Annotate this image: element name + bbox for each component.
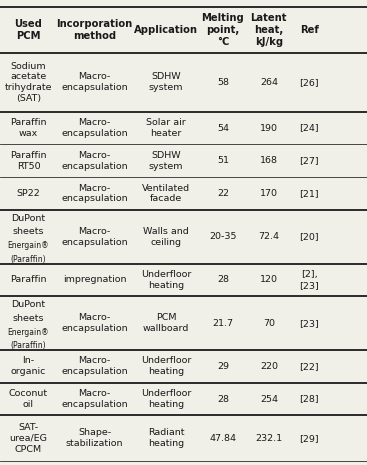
- Text: [22]: [22]: [299, 362, 319, 371]
- Text: [23]: [23]: [299, 319, 319, 328]
- Text: 264: 264: [260, 78, 278, 87]
- Text: 22: 22: [217, 189, 229, 198]
- Text: 170: 170: [260, 189, 278, 198]
- Text: [27]: [27]: [299, 156, 319, 166]
- Text: Melting
point,
°C: Melting point, °C: [201, 13, 244, 47]
- Text: Energain®: Energain®: [8, 241, 49, 250]
- Text: Macro-
encapsulation: Macro- encapsulation: [61, 389, 128, 409]
- Text: Paraffin
wax: Paraffin wax: [10, 118, 47, 138]
- Text: 168: 168: [260, 156, 278, 166]
- Text: [26]: [26]: [299, 78, 319, 87]
- Text: 190: 190: [260, 124, 278, 133]
- Text: 254: 254: [260, 395, 278, 404]
- Text: 28: 28: [217, 395, 229, 404]
- Text: Sodium
acetate
trihydrate
(SAT): Sodium acetate trihydrate (SAT): [5, 62, 52, 103]
- Text: 54: 54: [217, 124, 229, 133]
- Text: DuPont: DuPont: [11, 213, 46, 223]
- Text: 29: 29: [217, 362, 229, 371]
- Text: Macro-
encapsulation: Macro- encapsulation: [61, 184, 128, 203]
- Text: Latent
heat,
kJ/kg: Latent heat, kJ/kg: [251, 13, 287, 47]
- Text: Underfloor
heating: Underfloor heating: [141, 357, 191, 376]
- Text: Radiant
heating: Radiant heating: [148, 428, 184, 448]
- Text: Macro-
encapsulation: Macro- encapsulation: [61, 227, 128, 246]
- Text: SP22: SP22: [17, 189, 40, 198]
- Text: Used
PCM: Used PCM: [15, 19, 42, 41]
- Text: [21]: [21]: [299, 189, 319, 198]
- Text: [24]: [24]: [299, 124, 319, 133]
- Text: 120: 120: [260, 275, 278, 285]
- Text: [28]: [28]: [299, 395, 319, 404]
- Text: sheets: sheets: [13, 227, 44, 236]
- Text: 51: 51: [217, 156, 229, 166]
- Text: Incorporation
method: Incorporation method: [57, 19, 132, 41]
- Text: Solar air
heater: Solar air heater: [146, 118, 186, 138]
- Text: SDHW
system: SDHW system: [149, 73, 184, 92]
- Text: 70: 70: [263, 319, 275, 328]
- Text: Walls and
ceiling: Walls and ceiling: [143, 227, 189, 246]
- Text: Shape-
stabilization: Shape- stabilization: [66, 428, 123, 448]
- Text: 58: 58: [217, 78, 229, 87]
- Text: Macro-
encapsulation: Macro- encapsulation: [61, 313, 128, 333]
- Text: Macro-
encapsulation: Macro- encapsulation: [61, 151, 128, 171]
- Text: sheets: sheets: [13, 314, 44, 323]
- Text: 20-35: 20-35: [209, 232, 237, 241]
- Text: [29]: [29]: [299, 434, 319, 443]
- Text: 220: 220: [260, 362, 278, 371]
- Text: (Paraffin): (Paraffin): [11, 341, 46, 350]
- Text: Paraffin
RT50: Paraffin RT50: [10, 151, 47, 171]
- Text: SDHW
system: SDHW system: [149, 151, 184, 171]
- Text: 72.4: 72.4: [258, 232, 279, 241]
- Text: 28: 28: [217, 275, 229, 285]
- Text: DuPont: DuPont: [11, 300, 46, 309]
- Text: Energain®: Energain®: [8, 328, 49, 337]
- Text: SAT-
urea/EG
CPCM: SAT- urea/EG CPCM: [10, 423, 47, 454]
- Text: [20]: [20]: [299, 232, 319, 241]
- Text: Underfloor
heating: Underfloor heating: [141, 389, 191, 409]
- Text: Paraffin: Paraffin: [10, 275, 47, 285]
- Text: impregnation: impregnation: [63, 275, 126, 285]
- Text: Coconut
oil: Coconut oil: [9, 389, 48, 409]
- Text: In-
organic: In- organic: [11, 357, 46, 376]
- Text: 21.7: 21.7: [212, 319, 233, 328]
- Text: 232.1: 232.1: [255, 434, 282, 443]
- Text: (Paraffin): (Paraffin): [11, 255, 46, 264]
- Text: 47.84: 47.84: [210, 434, 236, 443]
- Text: Macro-
encapsulation: Macro- encapsulation: [61, 118, 128, 138]
- Text: Macro-
encapsulation: Macro- encapsulation: [61, 73, 128, 92]
- Text: [2],
[23]: [2], [23]: [299, 270, 319, 290]
- Text: Ventilated
facade: Ventilated facade: [142, 184, 190, 203]
- Text: Ref: Ref: [300, 25, 319, 35]
- Text: Application: Application: [134, 25, 198, 35]
- Text: Macro-
encapsulation: Macro- encapsulation: [61, 357, 128, 376]
- Text: Underfloor
heating: Underfloor heating: [141, 270, 191, 290]
- Text: PCM
wallboard: PCM wallboard: [143, 313, 189, 333]
